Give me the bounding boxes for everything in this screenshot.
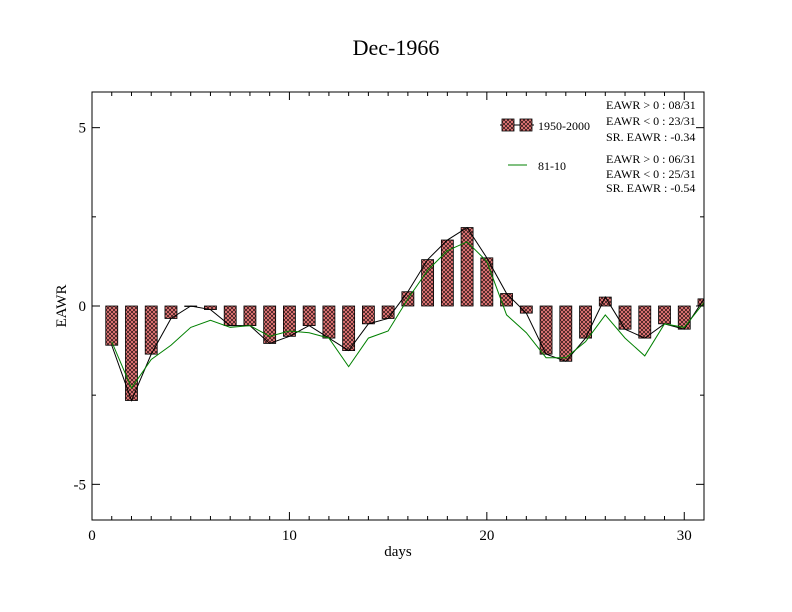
legend: 1950-2000 81-10 [500, 118, 590, 173]
y-tick-label: 0 [79, 299, 87, 315]
legend-swatch-1950-2000 [519, 118, 533, 132]
x-axis-ticks: 0 10 20 30 [88, 92, 705, 544]
bar [125, 305, 138, 401]
legend-label-81-10: 81-10 [538, 159, 566, 173]
bar [105, 305, 119, 346]
stat-text: SR. EAWR : -0.34 [606, 130, 695, 144]
series-line-81-10 [111, 241, 705, 390]
y-tick-label: 5 [79, 121, 87, 137]
bar [243, 305, 257, 327]
bar [618, 305, 632, 330]
x-tick-label: 0 [88, 528, 96, 544]
y-axis-label: EAWR [54, 285, 70, 328]
bar [164, 305, 178, 319]
chart-title: Dec-1966 [353, 35, 440, 60]
x-tick-label: 20 [479, 528, 494, 544]
line-series-group [111, 226, 705, 402]
stat-text: SR. EAWR : -0.54 [606, 181, 695, 195]
bar-series-1950-2000 [105, 227, 705, 401]
bar [322, 305, 336, 339]
stats-block-1950-2000: EAWR > 0 : 08/31 EAWR < 0 : 23/31 SR. EA… [606, 98, 696, 144]
bar [658, 305, 671, 325]
legend-swatch-1950-2000 [501, 118, 515, 132]
bar [263, 305, 277, 344]
bar [361, 305, 375, 325]
bar [579, 305, 592, 339]
bar [302, 305, 316, 327]
series-line-1950-2000 [111, 226, 705, 402]
bar [677, 305, 691, 330]
bar [559, 305, 573, 362]
x-axis-label: days [384, 544, 412, 560]
bar [440, 239, 454, 307]
bar [638, 305, 652, 339]
y-axis-ticks: -5 0 5 [74, 121, 704, 493]
stats-block-81-10: EAWR > 0 : 06/31 EAWR < 0 : 25/31 SR. EA… [606, 152, 696, 195]
stat-text: EAWR < 0 : 23/31 [606, 114, 696, 128]
bar [460, 227, 474, 307]
x-tick-label: 10 [282, 528, 297, 544]
x-tick-label: 30 [677, 528, 692, 544]
stat-text: EAWR > 0 : 06/31 [606, 152, 696, 166]
legend-entry-1950-2000: 1950-2000 [500, 118, 590, 133]
legend-label-1950-2000: 1950-2000 [538, 119, 590, 133]
y-tick-label: -5 [74, 477, 87, 493]
bar [539, 305, 553, 355]
bar [342, 305, 356, 351]
stat-text: EAWR < 0 : 25/31 [606, 167, 696, 181]
stat-text: EAWR > 0 : 08/31 [606, 98, 696, 112]
legend-entry-81-10: 81-10 [508, 159, 566, 173]
